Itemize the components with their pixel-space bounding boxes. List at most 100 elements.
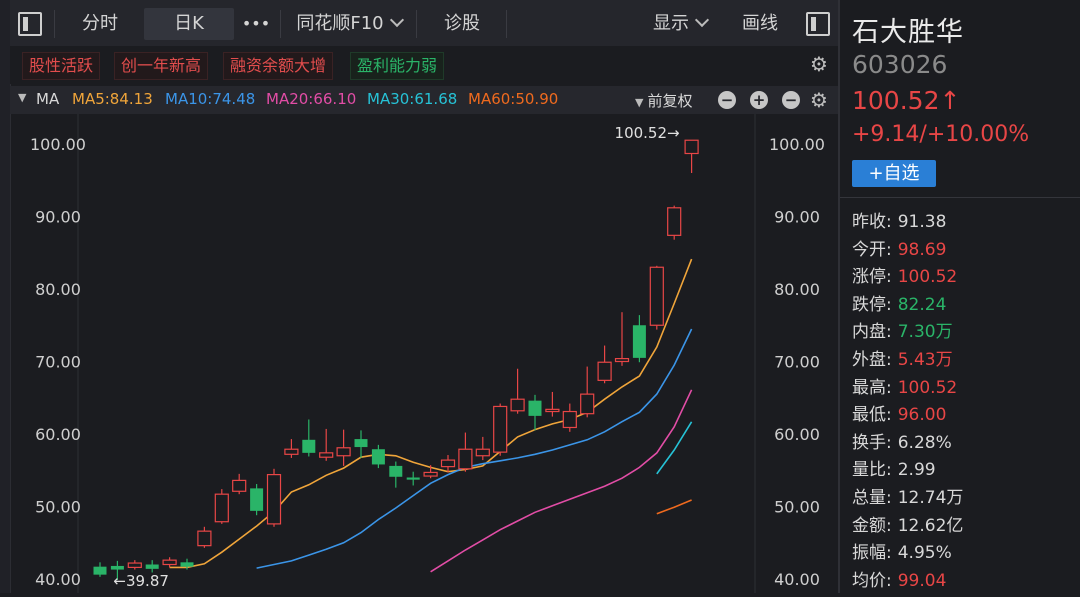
candle-body-up: [232, 479, 247, 492]
stat-value: 2.99: [897, 460, 936, 481]
ma20-value: MA20:66.10: [266, 90, 357, 108]
stat-key: 跌停:: [852, 294, 892, 315]
stat-row: 今开: 98.69: [852, 235, 963, 263]
minus-icon[interactable]: −: [718, 91, 736, 109]
ma-legend-bar: ▼ MA MA5:84.13 MA10:74.48 MA20:66.10 MA3…: [10, 86, 838, 114]
stat-value: 5.43万: [897, 349, 953, 370]
tab-daily-k[interactable]: 日K: [144, 8, 234, 40]
candle-body-up: [127, 562, 142, 568]
add-watchlist-button[interactable]: +自选: [852, 160, 936, 187]
candle-body-down: [302, 439, 316, 453]
candle-body-up: [440, 459, 456, 468]
plus-icon[interactable]: +: [750, 91, 768, 109]
more-menu-button[interactable]: •••: [241, 14, 271, 33]
draw-line-button[interactable]: 画线: [742, 13, 778, 34]
stat-row: 跌停: 82.24: [852, 290, 963, 318]
stat-key: 最低:: [852, 405, 892, 426]
low-price-label: ←39.87: [113, 572, 169, 590]
stat-row: 振幅: 4.95%: [852, 538, 963, 566]
candle-body-up: [197, 530, 212, 547]
panel-divider: [838, 0, 840, 593]
diagnose-button[interactable]: 诊股: [444, 13, 480, 34]
display-dropdown[interactable]: 显示: [640, 8, 720, 40]
ma5-value: MA5:84.13: [72, 90, 153, 108]
candle-body-up: [423, 471, 438, 477]
stat-row: 最低: 96.00: [852, 400, 963, 428]
tag-bar: 股性活跃 创一年新高 融资余额大增 盈利能力弱 ⚙: [10, 46, 838, 84]
candle-body-down: [180, 562, 194, 567]
tag-year-high[interactable]: 创一年新高: [114, 52, 209, 80]
stat-value: 96.00: [897, 405, 947, 426]
candle-body-down: [632, 325, 646, 358]
candle-body-up: [684, 139, 699, 155]
quote-stats: 昨收: 91.38 今开: 98.69 涨停: 100.52 跌停: 82.24 内盘: 7.30…: [852, 207, 963, 593]
ma60-value: MA60:50.90: [468, 90, 559, 108]
panel-toggle-icon[interactable]: [806, 12, 830, 36]
chevron-down-icon: [694, 12, 710, 28]
divider: [416, 10, 417, 38]
tag-margin-increase[interactable]: 融资余额大增: [223, 52, 334, 80]
high-price-label: 100.52→: [615, 124, 680, 142]
chevron-down-icon: [389, 12, 404, 28]
ma-line-ma30: [656, 421, 693, 475]
stat-key: 涨停:: [852, 267, 892, 288]
stat-value: 100.52: [897, 267, 958, 288]
y-tick-label-right: 70.00: [774, 353, 820, 372]
ma-label[interactable]: MA: [36, 90, 60, 108]
adjust-dropdown[interactable]: ▼ 前复权: [635, 90, 692, 111]
candle-body-up: [284, 448, 299, 455]
stat-value: 12.62亿: [897, 515, 964, 536]
stat-key: 昨收:: [852, 212, 892, 232]
candle-body-up: [458, 448, 473, 470]
stat-row: 均价: 99.04: [852, 566, 963, 594]
candle-body-up: [597, 361, 612, 381]
candle-body-down: [110, 565, 124, 570]
ma-line-ma60: [656, 499, 692, 515]
stat-row: 内盘: 7.30万: [852, 317, 963, 345]
stat-row: 总量: 12.74万: [852, 483, 963, 511]
quote-panel: 石大胜华 603026 100.52↑ +9.14/+10.00% +自选 昨收…: [840, 0, 1080, 593]
minus-icon[interactable]: −: [782, 91, 800, 109]
tag-weak-profit[interactable]: 盈利能力弱: [350, 52, 445, 80]
ma30-value: MA30:61.68: [367, 90, 458, 108]
candle-body-up: [580, 393, 595, 415]
gear-icon[interactable]: ⚙: [810, 88, 828, 112]
stat-key: 内盘:: [852, 322, 892, 343]
tag-active-stock[interactable]: 股性活跃: [22, 52, 101, 80]
candle-body-up: [667, 207, 682, 236]
gear-icon[interactable]: ⚙: [810, 52, 828, 76]
y-tick-label-left: 90.00: [35, 208, 81, 227]
candle-body-down: [528, 400, 542, 416]
divider: [54, 10, 55, 38]
candle-body-down: [371, 449, 385, 465]
candle-body-up: [336, 447, 351, 457]
stat-value: 12.74万: [897, 487, 964, 508]
tab-intraday[interactable]: 分时: [82, 13, 118, 34]
current-price: 100.52↑: [852, 86, 961, 115]
f10-dropdown[interactable]: 同花顺F10: [286, 8, 412, 40]
candle-body-up: [562, 410, 577, 429]
stat-value: 98.69: [897, 239, 947, 260]
toolbar: 分时 日K ••• 同花顺F10 诊股 显示 画线: [10, 0, 838, 46]
price-change: +9.14/+10.00%: [852, 122, 1030, 147]
ma-line-ma10: [256, 328, 693, 569]
stat-value: 4.95%: [897, 543, 952, 564]
collapse-chevron-icon[interactable]: ▼: [18, 91, 27, 104]
stat-key: 量比:: [852, 460, 892, 481]
stock-code: 603026: [852, 50, 948, 79]
stat-key: 总量:: [852, 487, 892, 508]
left-edge-strip: [0, 0, 11, 593]
chevron-down-icon: ▼: [635, 96, 644, 109]
candle-body-up: [475, 448, 490, 457]
stat-row: 换手: 6.28%: [852, 428, 963, 456]
sidebar-toggle-icon[interactable]: [18, 12, 42, 36]
candle-body-down: [354, 439, 368, 448]
y-tick-label-right: 80.00: [774, 280, 820, 299]
stat-row: 金额: 12.62亿: [852, 511, 963, 539]
candlestick-chart[interactable]: 100.00 100.00 90.00 90.00 80.00 80.00 70.00 70.…: [10, 114, 838, 593]
y-tick-label-left: 40.00: [35, 570, 81, 589]
candle-body-up: [319, 452, 334, 458]
candle-body-up: [614, 358, 630, 363]
stat-key: 均价:: [852, 570, 892, 591]
stat-key: 换手:: [852, 432, 892, 453]
